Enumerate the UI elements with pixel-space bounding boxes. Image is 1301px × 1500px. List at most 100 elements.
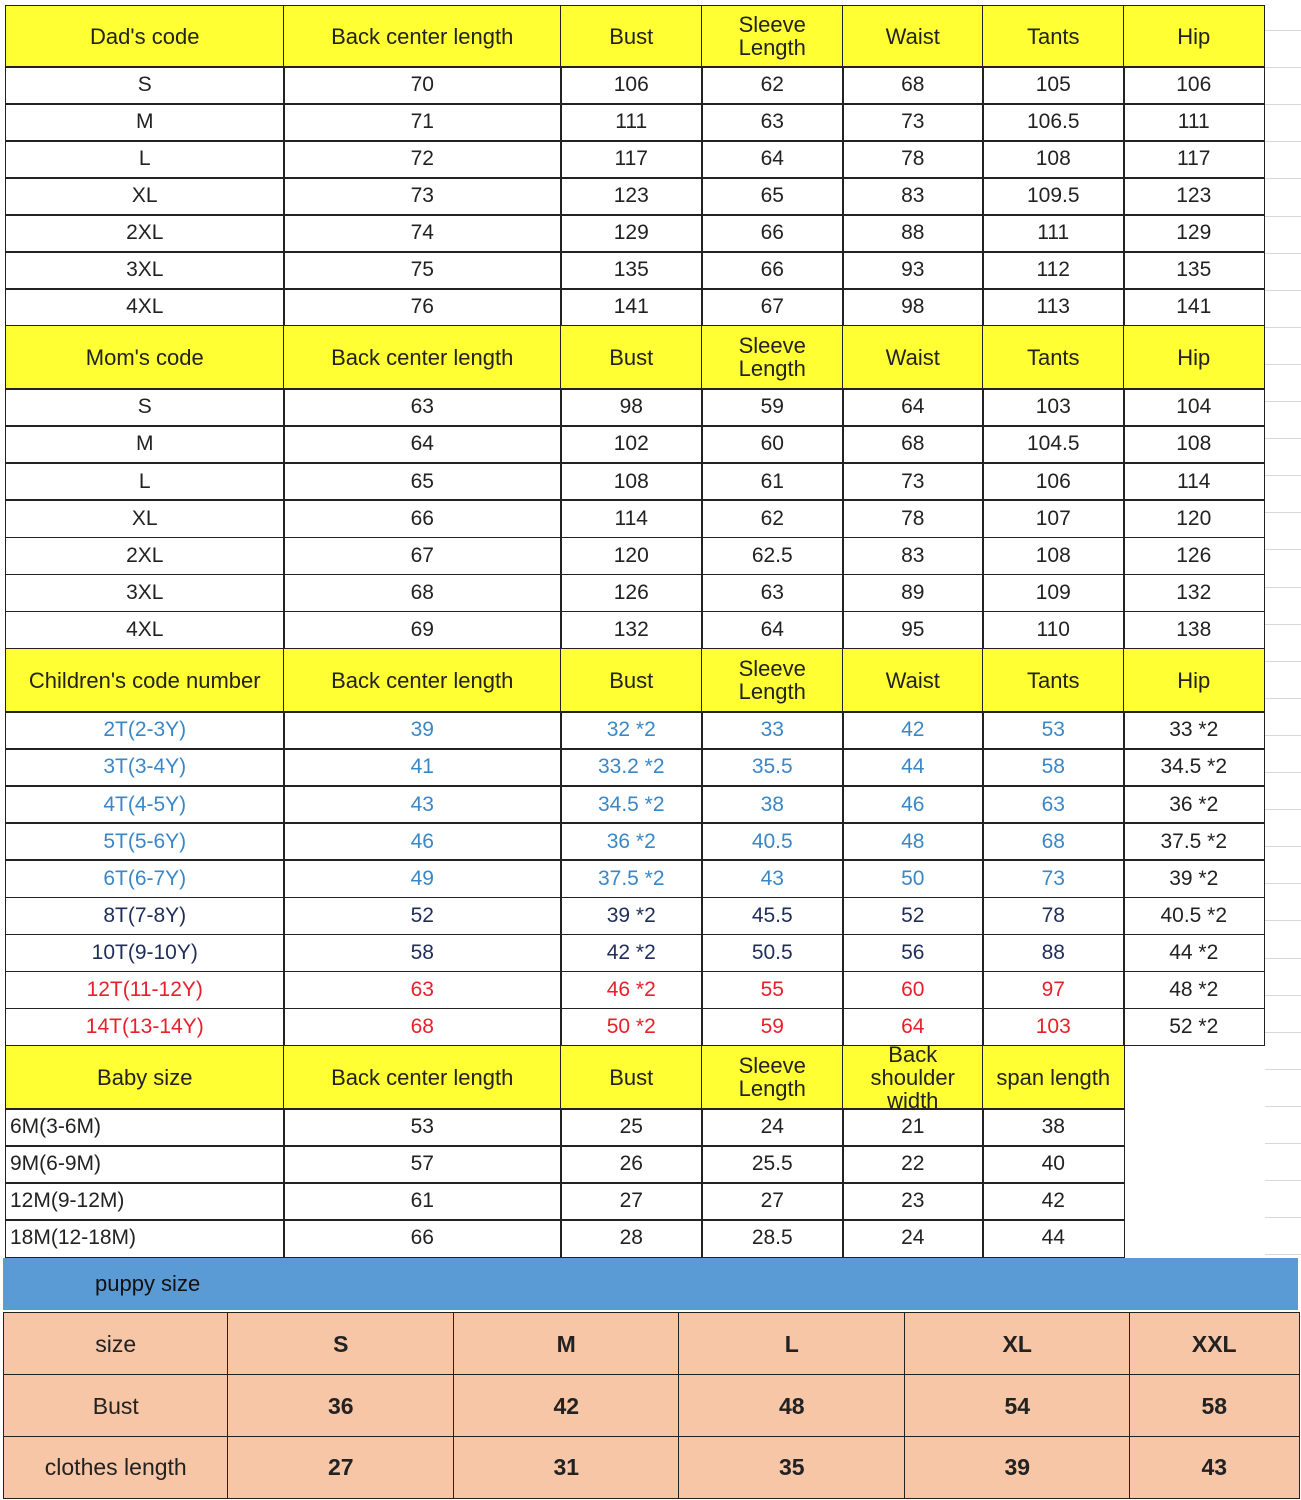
puppy-table-cell: S: [227, 1312, 455, 1376]
dad-table-cell: 123: [1123, 177, 1265, 216]
baby-table-cell: 12M(9-12M): [5, 1182, 285, 1221]
mom-table-cell: L: [5, 462, 285, 501]
mom-table-cell: 60: [701, 425, 844, 464]
children-header-cell: Bust: [560, 648, 703, 713]
children-table-cell: 44: [842, 748, 984, 787]
children-table-cell: 46: [842, 785, 984, 824]
children-header-cell: Back center length: [283, 648, 562, 713]
children-table-cell: 59: [701, 1007, 844, 1047]
children-table-cell: 5T(5-6Y): [5, 822, 285, 861]
gridline: [1265, 586, 1301, 588]
dad-table-cell: 93: [842, 251, 984, 290]
dad-table-cell: 88: [842, 214, 984, 253]
dad-table-cell: 135: [1123, 251, 1265, 290]
puppy-table-cell: M: [453, 1312, 680, 1376]
mom-table-cell: 132: [560, 610, 703, 650]
puppy-table-cell: 42: [453, 1374, 680, 1438]
dad-table-cell: L: [5, 140, 285, 179]
puppy-table-cell: size: [3, 1312, 229, 1376]
dad-table-cell: 64: [701, 140, 844, 179]
children-table-cell: 58: [982, 748, 1125, 787]
children-table-cell: 8T(7-8Y): [5, 896, 285, 936]
gridline: [1265, 697, 1301, 699]
children-table-cell: 58: [283, 933, 562, 973]
children-table-cell: 53: [982, 711, 1125, 750]
gridline: [1265, 512, 1301, 514]
children-table-cell: 52 *2: [1123, 1007, 1265, 1047]
mom-table-cell: 68: [842, 425, 984, 464]
children-table-cell: 88: [982, 933, 1125, 973]
children-table-cell: 35.5: [701, 748, 844, 787]
children-table-cell: 33: [701, 711, 844, 750]
children-table-cell: 14T(13-14Y): [5, 1007, 285, 1047]
gridline: [1265, 363, 1301, 365]
gridline: [1265, 326, 1301, 328]
mom-header-cell: Bust: [560, 325, 703, 390]
puppy-table-cell: 48: [678, 1374, 906, 1438]
children-table-cell: 33 *2: [1123, 711, 1265, 750]
mom-table-cell: 64: [283, 425, 562, 464]
gridline: [1265, 623, 1301, 625]
children-table-cell: 44 *2: [1123, 933, 1265, 973]
mom-table-cell: 102: [560, 425, 703, 464]
dad-header-cell: Back center length: [283, 5, 562, 68]
mom-table-cell: 95: [842, 610, 984, 650]
baby-table-cell: 6M(3-6M): [5, 1108, 285, 1147]
mom-table-cell: 73: [842, 462, 984, 501]
mom-table-cell: 62: [701, 499, 844, 539]
baby-table-cell: 53: [283, 1108, 562, 1147]
dad-table-cell: 106.5: [982, 103, 1125, 142]
gridline: [1265, 957, 1301, 959]
dad-table-cell: 111: [560, 103, 703, 142]
dad-table-cell: 75: [283, 251, 562, 290]
children-table-cell: 50 *2: [560, 1007, 703, 1047]
dad-table-cell: M: [5, 103, 285, 142]
mom-table-cell: 104: [1123, 388, 1265, 427]
gridline: [1265, 1143, 1301, 1144]
baby-table-cell: 24: [701, 1108, 844, 1147]
mom-table-cell: M: [5, 425, 285, 464]
dad-table-cell: 71: [283, 103, 562, 142]
children-table-cell: 4T(4-5Y): [5, 785, 285, 824]
baby-table-cell: 22: [842, 1145, 984, 1184]
baby-table-cell: 23: [842, 1182, 984, 1221]
children-table-cell: 12T(11-12Y): [5, 970, 285, 1010]
gridline: [1265, 67, 1301, 69]
children-table-cell: 52: [842, 896, 984, 936]
gridline: [1265, 289, 1301, 291]
dad-table-cell: 117: [1123, 140, 1265, 179]
children-table-cell: 42 *2: [560, 933, 703, 973]
gridline: [1265, 809, 1301, 811]
gridline: [1265, 994, 1301, 996]
mom-table-cell: 63: [701, 573, 844, 613]
dad-table-cell: 73: [842, 103, 984, 142]
dad-header-cell: Sleeve Length: [701, 5, 844, 68]
dad-table-cell: 65: [701, 177, 844, 216]
baby-table-cell: 38: [982, 1108, 1125, 1147]
mom-table-cell: 132: [1123, 573, 1265, 613]
baby-table-cell: 61: [283, 1182, 562, 1221]
mom-table-cell: 120: [560, 536, 703, 576]
gridline: [1265, 141, 1301, 143]
mom-table-cell: 65: [283, 462, 562, 501]
gridline: [1265, 1180, 1301, 1182]
mom-table-cell: 126: [560, 573, 703, 613]
children-table-cell: 48: [842, 822, 984, 861]
mom-table-cell: 107: [982, 499, 1125, 539]
baby-header-cell: Back shoulder width: [842, 1043, 984, 1112]
baby-table-cell: 25.5: [701, 1145, 844, 1184]
dad-table-cell: 141: [1123, 288, 1265, 327]
dad-table-cell: 66: [701, 251, 844, 290]
mom-table-cell: 66: [283, 499, 562, 539]
baby-table-cell: 40: [982, 1145, 1125, 1184]
gridline: [1265, 846, 1301, 848]
dad-table-cell: 73: [283, 177, 562, 216]
dad-table-cell: 76: [283, 288, 562, 327]
dad-header-cell: Dad's code: [5, 5, 285, 68]
mom-table-cell: 114: [560, 499, 703, 539]
dad-header-cell: Waist: [842, 5, 984, 68]
dad-table-cell: 117: [560, 140, 703, 179]
mom-table-cell: 78: [842, 499, 984, 539]
puppy-table-cell: XXL: [1129, 1312, 1300, 1376]
mom-header-cell: Tants: [982, 325, 1125, 390]
